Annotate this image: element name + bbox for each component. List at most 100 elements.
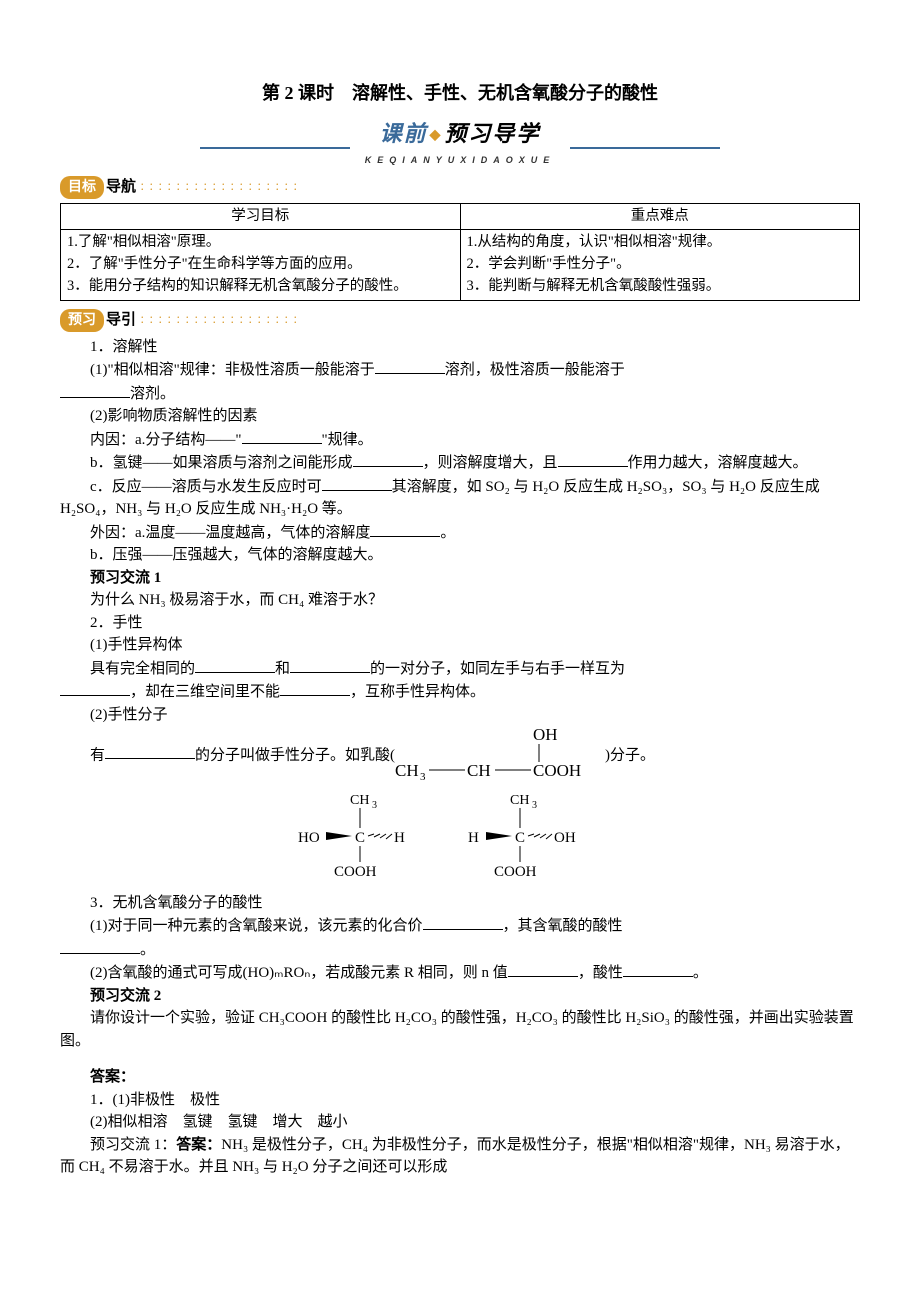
table-body-row: 1.了解"相似相溶"原理。 2．了解"手性分子"在生命科学等方面的应用。 3．能…	[61, 230, 860, 300]
sec1-1c: 溶剂。	[130, 386, 175, 402]
sec1-in-a1: 内因：a.分子结构——"	[90, 432, 242, 448]
sec1-in-b2: ，则溶解度增大，且	[423, 455, 558, 471]
ans-pre1-label: 预习交流 1：	[90, 1137, 176, 1153]
th-left: 学习目标	[61, 203, 461, 230]
obj-right-2: 2．学会判断"手性分子"。	[467, 254, 854, 276]
section-banner: 课前◆预习导学	[60, 117, 860, 152]
table-header-row: 学习目标 重点难点	[61, 203, 860, 230]
sec1-in-a: 内因：a.分子结构——" "规律。	[60, 428, 860, 452]
sec2-2b: 的分子叫做手性分子。如乳酸(	[195, 747, 395, 763]
svg-text:H: H	[468, 830, 479, 846]
blank	[558, 451, 628, 467]
pill-yuxi: 预习	[60, 309, 104, 332]
sec1-1b: 溶剂，极性溶质一般能溶于	[445, 362, 625, 378]
svg-text:CH: CH	[467, 761, 491, 780]
sec1-in-b: b．氢键——如果溶质与溶剂之间能形成 ，则溶解度增大，且 作用力越大，溶解度越大。	[60, 451, 860, 475]
sec1-2: (2)影响物质溶解性的因素	[60, 405, 860, 428]
svg-text:CH: CH	[350, 793, 369, 808]
sec2-1: (1)手性异构体	[60, 634, 860, 657]
sec1-in-a2: "规律。	[322, 432, 373, 448]
sec2-1a: 具有完全相同的	[90, 661, 195, 677]
preex2-title: 预习交流 2	[60, 985, 860, 1008]
td-right: 1.从结构的角度，认识"相似相溶"规律。 2．学会判断"手性分子"。 3．能判断…	[460, 230, 860, 300]
sec1-out-a2: 。	[440, 525, 455, 541]
subhead-mubiao-label: 导航	[106, 179, 136, 195]
sec1-in-c: c．反应——溶质与水发生反应时可其溶解度，如 SO₂ 与 H₂O 反应生成 H₂…	[60, 475, 860, 521]
sec1-out-b: b．压强——压强越大，气体的溶解度越大。	[60, 544, 860, 567]
sec2-2c: )分子。	[605, 747, 655, 763]
svg-text:CH: CH	[510, 793, 529, 808]
blank	[623, 961, 693, 977]
sec3-2a: (2)含氧酸的通式可写成(HO)ₘROₙ，若成酸元素 R 相同，则 n 值	[90, 965, 508, 981]
dots-decor-2: ：：：：：：：：：：：：：：：：：：	[140, 315, 307, 326]
svg-text:COOH: COOH	[494, 864, 537, 880]
sec2-1-line: 具有完全相同的和的一对分子，如同左手与右手一样互为	[60, 657, 860, 681]
obj-left-3: 3．能用分子结构的知识解释无机含氧酸分子的酸性。	[67, 276, 454, 298]
banner-pre: 课前	[380, 121, 428, 146]
svg-text:OH: OH	[533, 726, 558, 744]
sec1-in-b1: b．氢键——如果溶质与溶剂之间能形成	[90, 455, 353, 471]
sec1-1a: (1)"相似相溶"规律：非极性溶质一般能溶于	[90, 362, 375, 378]
sec1-1: (1)"相似相溶"规律：非极性溶质一般能溶于 溶剂，极性溶质一般能溶于	[60, 358, 860, 382]
lesson-title: 第 2 课时 溶解性、手性、无机含氧酸分子的酸性	[60, 80, 860, 107]
objectives-table: 学习目标 重点难点 1.了解"相似相溶"原理。 2．了解"手性分子"在生命科学等…	[60, 203, 860, 301]
blank	[195, 657, 275, 673]
sec1-out-a: 外因：a.温度——温度越高，气体的溶解度 。	[60, 521, 860, 545]
sec1-in-c1: c．反应——溶质与水发生反应时可	[90, 479, 322, 495]
preex1-q: 为什么 NH₃ 极易溶于水，而 CH₄ 难溶于水？	[60, 589, 860, 612]
svg-text:3: 3	[420, 771, 426, 783]
sec1-1-line2: 溶剂。	[60, 382, 860, 406]
svg-text:C: C	[355, 830, 365, 846]
sec3-2c: 。	[693, 965, 708, 981]
svg-text:CH: CH	[395, 761, 419, 780]
sec2-2-line: 有 的分子叫做手性分子。如乳酸( OH CH 3 CH COOH )分子。	[60, 726, 860, 786]
sec1-title: 1．溶解性	[60, 336, 860, 359]
sec2-1-line2: ，却在三维空间里不能，互称手性异构体。	[60, 680, 860, 704]
obj-right-1: 1.从结构的角度，认识"相似相溶"规律。	[467, 232, 854, 254]
answers-title: 答案：	[60, 1066, 860, 1089]
sec3-1b: ，其含氧酸的酸性	[503, 918, 623, 934]
lactic-acid-inline-formula: OH CH 3 CH COOH	[395, 726, 605, 786]
preex2-q: 请你设计一个实验，验证 CH₃COOH 的酸性比 H₂CO₃ 的酸性强，H₂CO…	[60, 1007, 860, 1052]
sec3-title: 3．无机含氧酸分子的酸性	[60, 892, 860, 915]
svg-text:OH: OH	[554, 830, 576, 846]
svg-text:3: 3	[532, 800, 537, 811]
preex1-title: 预习交流 1	[60, 567, 860, 590]
svg-text:C: C	[515, 830, 525, 846]
svg-text:COOH: COOH	[334, 864, 377, 880]
sec2-1e: ，互称手性异构体。	[350, 684, 485, 700]
sec2-2: (2)手性分子	[60, 704, 860, 727]
ans-pre1: 预习交流 1：答案：NH₃ 是极性分子，CH₄ 为非极性分子，而水是极性分子，根…	[60, 1134, 860, 1179]
subhead-yuxi-label: 导引	[106, 312, 136, 328]
ans1: 1．(1)非极性 极性	[60, 1089, 860, 1112]
blank	[60, 382, 130, 398]
th-right: 重点难点	[460, 203, 860, 230]
blank	[353, 451, 423, 467]
sec2-title: 2．手性	[60, 612, 860, 635]
blank	[105, 743, 195, 759]
sec2-2a: 有	[90, 747, 105, 763]
subhead-mubiao: 目标导航 ：：：：：：：：：：：：：：：：：：	[60, 176, 860, 199]
blank	[370, 521, 440, 537]
sec3-1-line2: 。	[60, 938, 860, 962]
blank	[508, 961, 578, 977]
pill-mubiao: 目标	[60, 176, 104, 199]
sec2-1c: 的一对分子，如同左手与右手一样互为	[370, 661, 625, 677]
sec1-in-b3: 作用力越大，溶解度越大。	[628, 455, 808, 471]
banner-dot-icon: ◆	[428, 128, 445, 143]
blank	[242, 428, 322, 444]
subhead-yuxi: 预习导引 ：：：：：：：：：：：：：：：：：：	[60, 309, 860, 332]
blank	[60, 680, 130, 696]
banner-post: 预习导学	[444, 121, 540, 146]
sec3-1a: (1)对于同一种元素的含氧酸来说，该元素的化合价	[90, 918, 423, 934]
sec1-out-a1: 外因：a.温度——温度越高，气体的溶解度	[90, 525, 370, 541]
obj-right-3: 3．能判断与解释无机含氧酸酸性强弱。	[467, 276, 854, 298]
svg-text:HO: HO	[298, 830, 320, 846]
sec3-1: (1)对于同一种元素的含氧酸来说，该元素的化合价 ，其含氧酸的酸性	[60, 914, 860, 938]
ans2: (2)相似相溶 氢键 氢键 增大 越小	[60, 1111, 860, 1134]
svg-text:H: H	[394, 830, 405, 846]
td-left: 1.了解"相似相溶"原理。 2．了解"手性分子"在生命科学等方面的应用。 3．能…	[61, 230, 461, 300]
blank	[423, 914, 503, 930]
blank	[322, 475, 392, 491]
blank	[375, 358, 445, 374]
